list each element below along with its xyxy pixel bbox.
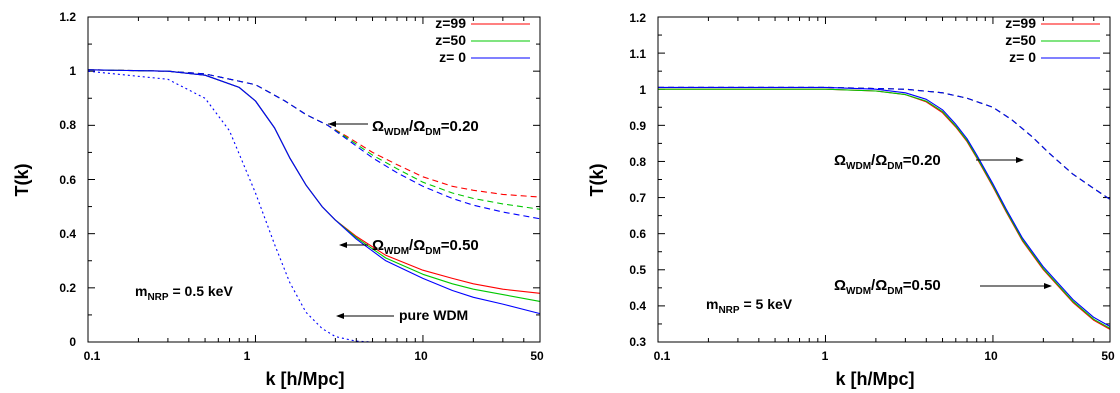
legend-label-z50: z=50 bbox=[1005, 32, 1036, 48]
right-xtick-label: 50 bbox=[1101, 349, 1115, 363]
left-chart: 0 0.2 0.4 0.6 0.8 1 1.2 0.1 1 10 50 k [h… bbox=[12, 10, 544, 389]
right-chart: 0.3 0.4 0.5 0.6 0.7 0.8 0.9 1 1.1 1.2 0.… bbox=[587, 11, 1115, 389]
arrowhead-icon bbox=[1016, 157, 1024, 163]
right-ytick-label: 0.3 bbox=[629, 335, 646, 349]
annotation-ratio-020: ΩWDM/ΩDM=0.20 bbox=[372, 118, 479, 138]
series-line-020-dashed bbox=[658, 86, 1111, 200]
left-x-axis-title: k [h/Mpc] bbox=[266, 369, 345, 389]
right-legend: z=99 z=50 z= 0 bbox=[1005, 15, 1100, 65]
series-line-050-solid bbox=[658, 88, 1111, 329]
right-ytick-label: 1 bbox=[639, 83, 646, 97]
left-y-axis-title: T(k) bbox=[12, 164, 32, 197]
legend-label-z99: z=99 bbox=[1005, 15, 1036, 31]
series-line-050-solid bbox=[87, 69, 541, 294]
right-xtick-label: 1 bbox=[822, 349, 829, 363]
left-xtick-label: 1 bbox=[244, 349, 251, 363]
right-ytick-label: 0.7 bbox=[629, 191, 646, 205]
left-ytick-label: 0.2 bbox=[59, 281, 76, 295]
left-curves bbox=[87, 69, 541, 343]
arrowhead-icon bbox=[336, 313, 344, 319]
annotation-mass: mNRP = 5 keV bbox=[706, 296, 793, 316]
right-x-axis-title: k [h/Mpc] bbox=[836, 369, 915, 389]
right-ytick-label: 0.6 bbox=[629, 227, 646, 241]
left-ytick-label: 1 bbox=[69, 64, 76, 78]
left-ytick-label: 1.2 bbox=[59, 10, 76, 24]
series-line-050-solid bbox=[87, 69, 541, 315]
legend-label-z0: z= 0 bbox=[439, 49, 466, 65]
right-xtick-label: 10 bbox=[984, 349, 998, 363]
right-curves bbox=[658, 86, 1111, 330]
series-line-020-dashed bbox=[658, 86, 1111, 200]
legend-label-z0: z= 0 bbox=[1009, 49, 1036, 65]
right-ytick-label: 0.9 bbox=[629, 119, 646, 133]
annotation-mass: mNRP = 0.5 keV bbox=[135, 283, 233, 303]
legend-label-z99: z=99 bbox=[435, 15, 466, 31]
annotation-pure-wdm: pure WDM bbox=[399, 307, 468, 323]
series-line-020-dashed bbox=[87, 69, 541, 210]
left-legend: z=99 z=50 z= 0 bbox=[435, 15, 530, 65]
annotation-ratio-050: ΩWDM/ΩDM=0.50 bbox=[372, 237, 479, 257]
right-plot-frame bbox=[657, 16, 1111, 343]
arrowhead-icon bbox=[1044, 283, 1052, 289]
left-xtick-label: 0.1 bbox=[84, 349, 101, 363]
right-ytick-label: 0.4 bbox=[629, 299, 646, 313]
arrowhead-icon bbox=[339, 242, 347, 248]
right-ytick-label: 0.8 bbox=[629, 155, 646, 169]
annotation-ratio-020: ΩWDM/ΩDM=0.20 bbox=[834, 152, 941, 172]
series-line-020-dashed bbox=[87, 69, 541, 220]
left-ytick-label: 0.6 bbox=[59, 173, 76, 187]
series-line-050-solid bbox=[658, 86, 1111, 327]
series-line-020-dashed bbox=[658, 86, 1111, 200]
arrowhead-icon bbox=[328, 121, 336, 127]
right-ytick-label: 1.2 bbox=[629, 11, 646, 25]
right-xtick-label: 0.1 bbox=[654, 349, 671, 363]
left-xtick-label: 50 bbox=[530, 349, 544, 363]
series-line-pure-dotted bbox=[87, 70, 373, 343]
left-ytick-label: 0.8 bbox=[59, 118, 76, 132]
left-plot-frame bbox=[87, 16, 541, 343]
legend-label-z50: z=50 bbox=[435, 32, 466, 48]
left-ytick-label: 0.4 bbox=[59, 227, 76, 241]
right-y-axis-title: T(k) bbox=[587, 164, 607, 197]
left-ytick-label: 0 bbox=[69, 335, 76, 349]
left-xtick-label: 10 bbox=[414, 349, 428, 363]
annotation-ratio-050: ΩWDM/ΩDM=0.50 bbox=[834, 277, 941, 297]
right-ytick-label: 0.5 bbox=[629, 263, 646, 277]
right-ytick-label: 1.1 bbox=[629, 47, 646, 61]
series-line-050-solid bbox=[87, 69, 541, 302]
